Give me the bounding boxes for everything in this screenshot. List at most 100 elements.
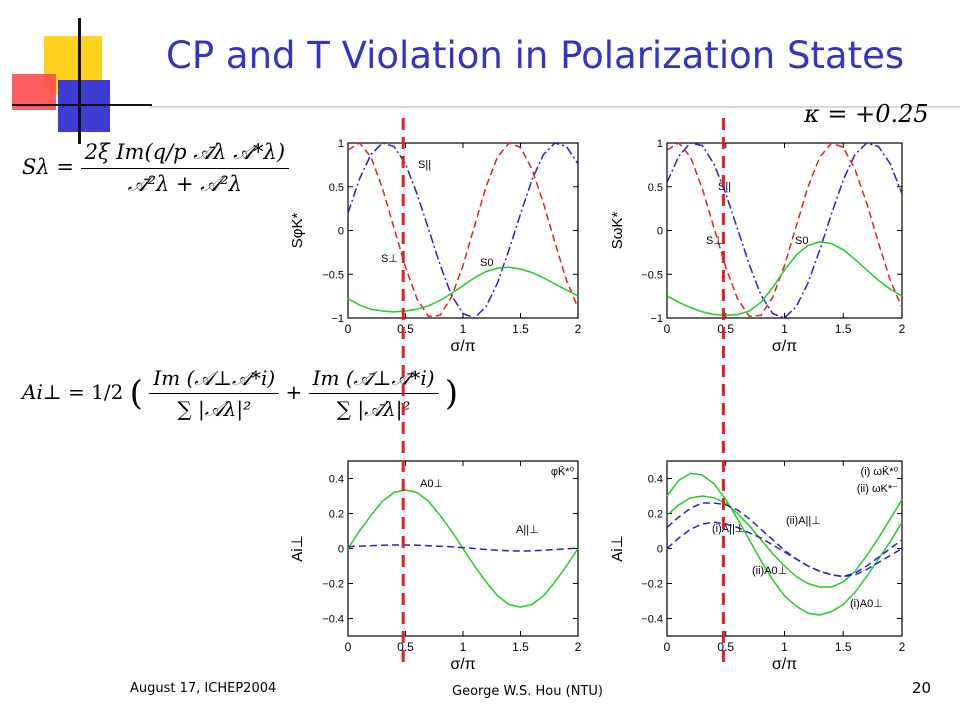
title-underline (150, 106, 960, 108)
series-line-1 (347, 544, 579, 552)
y-tick-label: −0.5 (322, 269, 344, 281)
curve-label: (ii)A0⊥ (752, 565, 787, 577)
series-line-1 (347, 142, 579, 318)
x-tick-label: 1 (460, 640, 467, 654)
x-tick-label: 0.5 (397, 640, 414, 654)
x-axis-label: σ/π (772, 656, 797, 673)
series-line-2 (347, 266, 579, 313)
formula-a-half: 1/2 (91, 380, 124, 404)
plot-frame (666, 142, 903, 319)
y-tick-label: 1 (338, 138, 344, 150)
curve-label: S⊥ (381, 253, 398, 265)
x-tick-label: 1.5 (835, 322, 852, 336)
x-tick-label: 0 (664, 322, 671, 336)
x-tick-label: 0 (345, 640, 352, 654)
y-axis-label: SωK* (609, 212, 626, 250)
formula-s-fraction: 2ξ Im(q/p 𝒜̄λ 𝒜*λ) 𝒜̄²λ + 𝒜²λ (80, 140, 290, 197)
formula-s-lhs: Sλ = (22, 155, 74, 179)
chart-1 (347, 142, 579, 319)
curve-label: A||⊥ (516, 524, 539, 536)
series-line-1 (666, 142, 903, 318)
y-tick-label: 0.4 (329, 474, 344, 486)
y-tick-label: 1 (657, 138, 663, 150)
curve-label: (i)A0⊥ (850, 598, 883, 610)
curve-label: S⊥ (706, 235, 723, 247)
y-tick-label: 0.2 (648, 509, 663, 521)
formula-s-denominator: 𝒜̄²λ + 𝒜²λ (127, 172, 242, 196)
x-tick-label: 0.5 (717, 640, 734, 654)
y-tick-label: −0.5 (641, 269, 663, 281)
series-line-0 (666, 142, 903, 319)
y-tick-label: 0 (657, 544, 663, 556)
x-tick-label: 1.5 (512, 322, 529, 336)
y-tick-label: −1 (650, 313, 663, 325)
x-tick-label: 2 (899, 322, 906, 336)
x-tick-label: 2 (575, 640, 582, 654)
x-tick-label: 1.5 (835, 640, 852, 654)
y-tick-label: −0.4 (641, 614, 663, 626)
formula-a-fraction-2: Im (𝒜̄⊥𝒜̄*i) ∑ |𝒜̄λ|² (308, 366, 439, 421)
formula-a-fraction-1: Im (𝒜⊥𝒜*i) ∑ |𝒜λ|² (149, 366, 280, 421)
series-line-1 (666, 495, 903, 588)
legend-label: φK̄*⁰ (551, 465, 575, 478)
y-tick-label: 0.4 (648, 474, 663, 486)
x-tick-label: 0.5 (397, 322, 414, 336)
curve-label: S0 (480, 257, 493, 269)
curve-label: A0⊥ (420, 478, 443, 490)
x-axis-label: σ/π (450, 656, 475, 673)
y-tick-label: −0.4 (322, 614, 344, 626)
decor-horizontal-line (12, 104, 152, 106)
formula-a-lhs: Ai⊥ = (22, 380, 85, 404)
decor-blue-square (58, 80, 110, 132)
chart-4 (666, 460, 903, 637)
chart-3 (347, 460, 579, 637)
y-tick-label: −0.2 (322, 579, 344, 591)
curve-label: (i)A||⊥ (712, 523, 744, 535)
kappa-value: κ = +0.25 (804, 100, 929, 128)
series-line-2 (666, 502, 903, 578)
curve-label: S|| (418, 159, 431, 171)
x-axis-label: σ/π (772, 338, 797, 355)
slide-title: CP and T Violation in Polarization State… (166, 34, 905, 77)
curve-label: S0 (795, 235, 808, 247)
y-tick-label: −0.2 (641, 579, 663, 591)
chart-2 (666, 142, 903, 319)
formula-a-iperp: Ai⊥ = 1/2 ( Im (𝒜⊥𝒜*i) ∑ |𝒜λ|² + Im (𝒜̄⊥… (22, 366, 459, 421)
x-tick-label: 2 (575, 322, 582, 336)
legend-label: (i) ωK̄*⁰ (861, 465, 899, 478)
y-tick-label: 0 (338, 544, 344, 556)
x-tick-label: 0.5 (717, 322, 734, 336)
plot-frame (347, 142, 579, 319)
formula-s-lambda: Sλ = 2ξ Im(q/p 𝒜̄λ 𝒜*λ) 𝒜̄²λ + 𝒜²λ (22, 140, 290, 197)
footer-author: George W.S. Hou (NTU) (452, 684, 603, 699)
formula-a-num-2: Im (𝒜̄⊥𝒜̄*i) (308, 366, 439, 394)
slide-number: 20 (912, 679, 932, 697)
y-tick-label: −1 (331, 313, 344, 325)
x-tick-label: 1 (781, 322, 788, 336)
series-line-0 (347, 142, 579, 319)
y-tick-label: 0.5 (648, 182, 663, 194)
y-axis-label: Ai⊥ (609, 535, 626, 561)
y-tick-label: 0 (657, 226, 663, 238)
series-line-3 (666, 521, 903, 578)
x-tick-label: 1 (781, 640, 788, 654)
formula-a-den-1: ∑ |𝒜λ|² (177, 397, 252, 421)
x-tick-label: 1 (460, 322, 467, 336)
x-tick-label: 2 (899, 640, 906, 654)
curve-label: (ii)A||⊥ (786, 515, 821, 527)
decor-vertical-line (78, 18, 81, 144)
series-line-2 (666, 241, 903, 317)
formula-s-numerator: 2ξ Im(q/p 𝒜̄λ 𝒜*λ) (80, 140, 290, 169)
series-line-0 (347, 489, 579, 608)
x-tick-label: 1.5 (512, 640, 529, 654)
legend-label: (ii) ωK*⁻ (857, 483, 898, 495)
y-tick-label: 0.2 (329, 509, 344, 521)
series-line-0 (666, 472, 903, 616)
x-tick-label: 0 (345, 322, 352, 336)
formula-a-den-2: ∑ |𝒜̄λ|² (336, 397, 411, 421)
x-axis-label: σ/π (450, 338, 475, 355)
y-tick-label: 0 (338, 226, 344, 238)
y-tick-label: 0.5 (329, 182, 344, 194)
y-axis-label: SφK* (289, 213, 306, 249)
